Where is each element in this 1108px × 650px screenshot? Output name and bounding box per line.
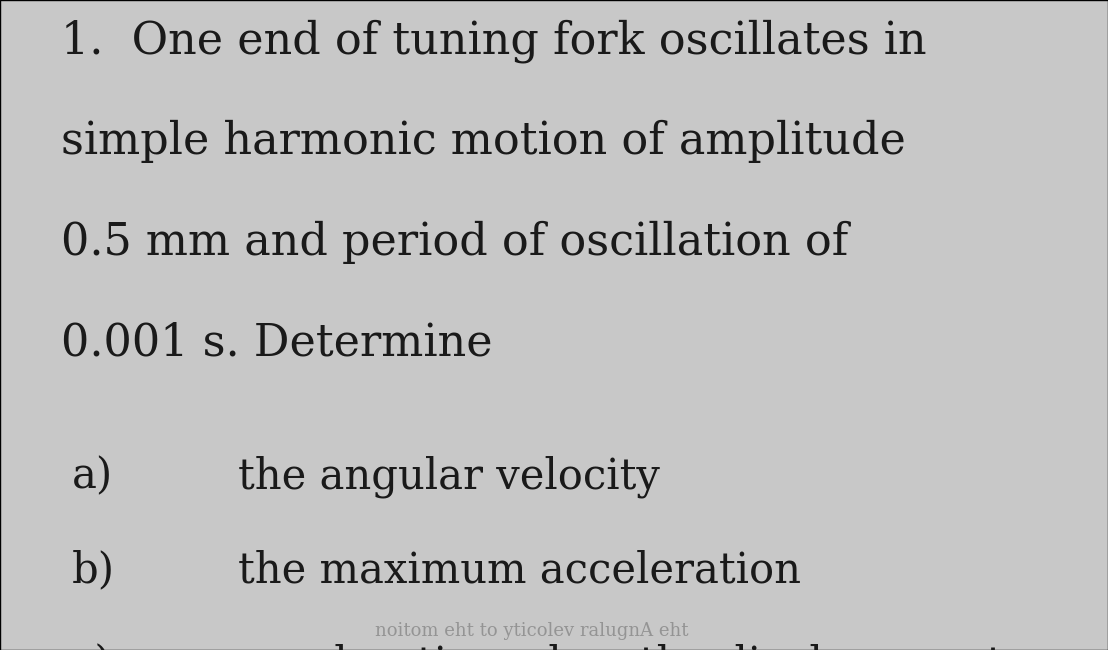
Text: 0.001 s. Determine: 0.001 s. Determine (61, 322, 493, 365)
Text: 0.5 mm and period of oscillation of: 0.5 mm and period of oscillation of (61, 221, 849, 264)
Text: the angular velocity: the angular velocity (238, 455, 660, 497)
Text: the maximum acceleration: the maximum acceleration (238, 549, 801, 592)
Text: c): c) (72, 644, 112, 650)
Text: 1.  One end of tuning fork oscillates in: 1. One end of tuning fork oscillates in (61, 20, 926, 63)
Text: a): a) (72, 455, 113, 497)
Text: b): b) (72, 549, 115, 592)
Text: simple harmonic motion of amplitude: simple harmonic motion of amplitude (61, 120, 906, 163)
Text: noitom eht to yticolev ralugnA eht: noitom eht to yticolev ralugnA eht (376, 622, 688, 640)
Text: acceleration when the displacement: acceleration when the displacement (238, 644, 1004, 650)
